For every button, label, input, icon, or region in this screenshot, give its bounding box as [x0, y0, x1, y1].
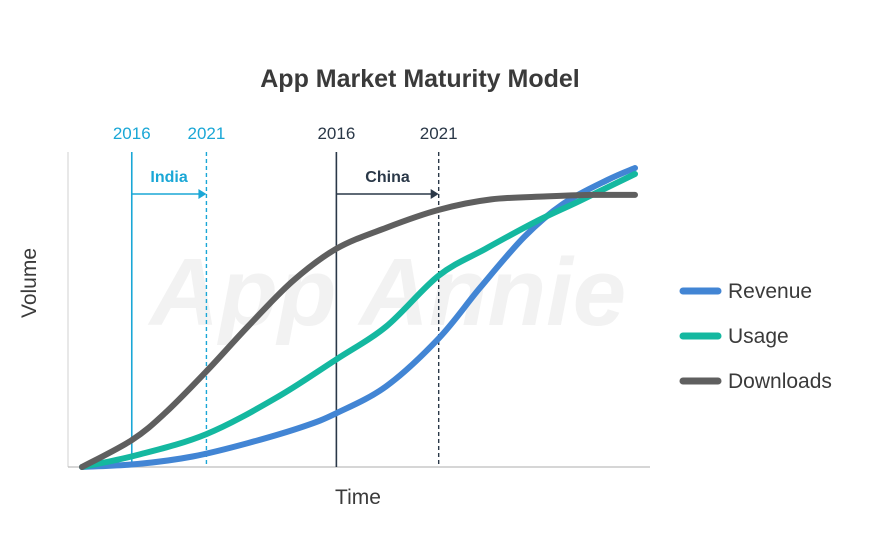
annotations: 2016 2021 India 2016 2021 China: [113, 124, 458, 467]
series-line-usage: [79, 171, 638, 470]
x-axis-label: Time: [335, 486, 381, 509]
watermark: App Annie: [148, 239, 626, 346]
annotation-end-year: 2021: [188, 124, 226, 143]
annotation-end-year: 2021: [420, 124, 458, 143]
annotation-arrow-head: [430, 189, 439, 199]
annotation-region-label: India: [150, 169, 187, 186]
legend: Revenue Usage Downloads: [679, 280, 832, 393]
legend-label: Revenue: [728, 280, 812, 303]
y-axis-label: Volume: [18, 248, 41, 318]
annotation-arrow-head: [198, 189, 207, 199]
legend-label: Downloads: [728, 370, 832, 393]
annotation-start-year: 2016: [113, 124, 151, 143]
series-line-revenue: [79, 165, 638, 470]
series-lines: [79, 165, 638, 470]
chart-title: App Market Maturity Model: [260, 65, 579, 93]
series-line-downloads: [79, 191, 638, 470]
legend-label: Usage: [728, 325, 789, 348]
annotation-start-year: 2016: [317, 124, 355, 143]
annotation-region-label: China: [365, 169, 410, 186]
